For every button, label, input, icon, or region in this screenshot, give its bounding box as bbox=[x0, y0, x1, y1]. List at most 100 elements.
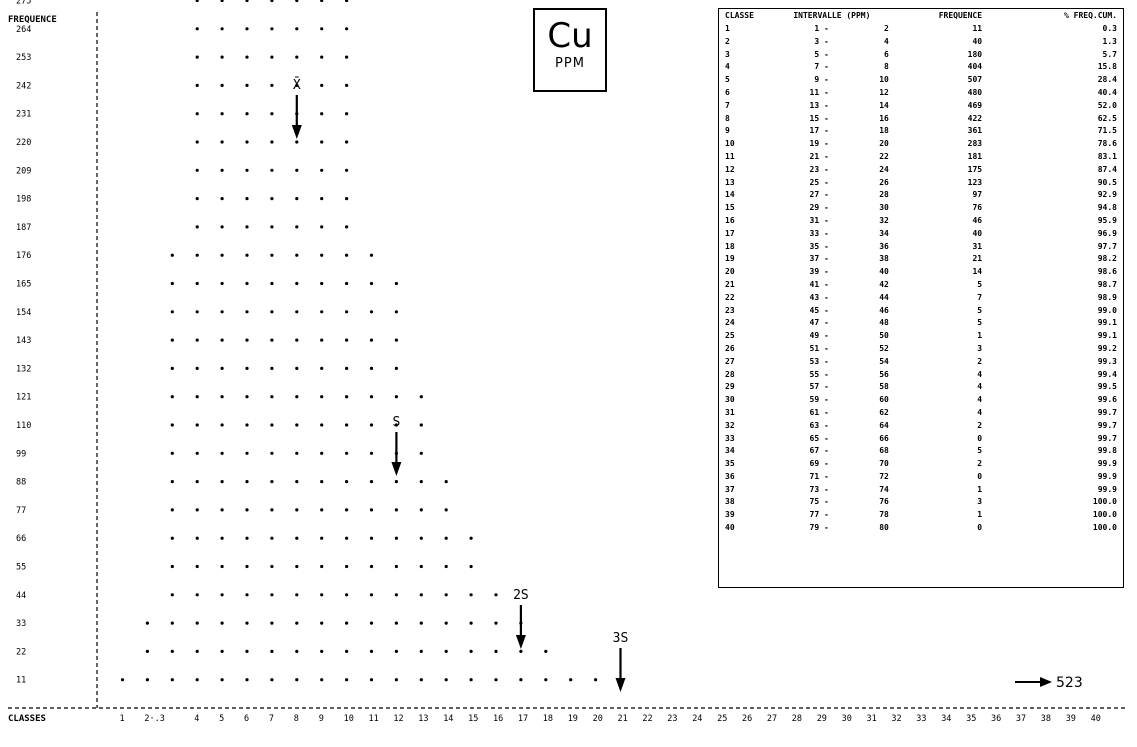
annotation-arrow-head bbox=[615, 678, 626, 692]
table-cell: 4 bbox=[977, 395, 983, 405]
data-dot bbox=[195, 168, 199, 172]
dot-column bbox=[170, 253, 174, 682]
data-dot bbox=[295, 0, 299, 3]
data-dot bbox=[320, 451, 324, 455]
table-cell: 1 - bbox=[814, 24, 829, 33]
table-cell: 25 - bbox=[809, 177, 829, 187]
data-dot bbox=[419, 423, 423, 427]
data-dot bbox=[295, 55, 299, 59]
table-cell bbox=[829, 458, 850, 471]
table-cell: 99.9 bbox=[1097, 471, 1117, 481]
annotation-arrow: S bbox=[391, 415, 402, 476]
data-dot bbox=[320, 83, 324, 87]
data-dot bbox=[245, 225, 249, 229]
data-dot bbox=[345, 593, 349, 597]
table-cell bbox=[829, 381, 850, 394]
table-cell: 100.0 bbox=[1092, 497, 1117, 507]
table-cell: 5 - bbox=[814, 49, 829, 59]
table-cell: 57 - bbox=[809, 382, 829, 392]
y-tick-label: 55 bbox=[16, 563, 26, 573]
data-dot bbox=[345, 649, 349, 654]
y-tick-label: 253 bbox=[16, 53, 31, 63]
data-dot bbox=[394, 508, 398, 512]
table-cell: 97.7 bbox=[1097, 241, 1117, 251]
data-dot bbox=[220, 55, 224, 59]
data-dot bbox=[369, 423, 374, 427]
data-dot bbox=[220, 310, 224, 314]
data-dot bbox=[220, 536, 224, 540]
data-dot bbox=[170, 678, 174, 682]
data-dot bbox=[270, 678, 274, 682]
table-row: 2 3 - 4 40 1.3 bbox=[719, 36, 1123, 49]
y-tick-label: 22 bbox=[16, 647, 26, 657]
table-cell: 62 bbox=[879, 407, 889, 417]
table-cell: 22 bbox=[725, 292, 735, 302]
table-header-row: CLASSE INTERVALLE (PPM) FREQUENCE % FREQ… bbox=[719, 9, 1123, 23]
y-tick-label: 154 bbox=[16, 308, 31, 318]
data-dot bbox=[369, 621, 374, 625]
data-dot bbox=[170, 451, 174, 455]
table-cell: 0.3 bbox=[1102, 24, 1117, 33]
table-cell: 361 bbox=[967, 126, 983, 136]
x-tick-label: 14 bbox=[443, 714, 453, 724]
data-dot bbox=[245, 338, 249, 342]
table-row: 35 69 - 70 2 99.9 bbox=[719, 458, 1123, 471]
table-cell bbox=[829, 394, 850, 407]
table-cell: 74 bbox=[879, 484, 889, 494]
x-tick-label: 12 bbox=[393, 714, 403, 724]
data-dot bbox=[270, 0, 274, 3]
table-cell: 2 bbox=[977, 356, 983, 366]
annotation-arrow: 2S bbox=[513, 588, 529, 649]
table-row: 18 35 - 36 31 97.7 bbox=[719, 241, 1123, 254]
table-cell: 1 bbox=[725, 24, 730, 33]
data-dot bbox=[295, 83, 299, 87]
dot-column bbox=[245, 0, 249, 682]
annotation-label: S bbox=[392, 415, 400, 430]
table-cell: 12 bbox=[879, 87, 889, 97]
data-dot bbox=[245, 112, 249, 116]
table-cell bbox=[829, 36, 850, 49]
table-cell: 4 bbox=[977, 369, 983, 379]
data-dot bbox=[369, 310, 374, 314]
table-row: 24 47 - 48 5 99.1 bbox=[719, 317, 1123, 330]
table-cell bbox=[829, 496, 850, 509]
data-dot bbox=[245, 168, 249, 172]
data-dot bbox=[345, 338, 349, 342]
header-freq-cum: % FREQ.CUM. bbox=[1064, 10, 1117, 20]
data-dot bbox=[145, 621, 149, 625]
data-dot bbox=[245, 593, 249, 597]
data-dot bbox=[419, 395, 423, 399]
data-dot bbox=[345, 168, 349, 172]
data-dot bbox=[220, 253, 224, 257]
table-cell: 38 bbox=[879, 254, 889, 264]
data-dot bbox=[345, 225, 349, 229]
data-dot bbox=[444, 593, 448, 597]
table-cell: 2 bbox=[977, 459, 983, 469]
data-dot bbox=[295, 225, 299, 229]
data-dot bbox=[469, 678, 473, 682]
table-cell: 180 bbox=[967, 49, 983, 59]
data-dot bbox=[519, 649, 523, 654]
table-cell: 0 bbox=[977, 471, 983, 481]
data-dot bbox=[544, 649, 548, 654]
data-dot bbox=[220, 366, 224, 370]
data-dot bbox=[245, 423, 249, 427]
table-row: 36 71 - 72 0 99.9 bbox=[719, 471, 1123, 484]
table-cell: 14 bbox=[725, 190, 735, 200]
data-dot bbox=[345, 55, 349, 59]
table-cell: 46 bbox=[879, 305, 889, 315]
data-dot bbox=[320, 649, 324, 654]
data-dot bbox=[245, 366, 249, 370]
data-dot bbox=[220, 593, 224, 597]
table-cell: 0 bbox=[977, 523, 983, 533]
data-dot bbox=[295, 451, 299, 455]
table-cell: 63 - bbox=[809, 420, 829, 430]
table-cell: 48 bbox=[879, 318, 889, 328]
data-dot bbox=[270, 508, 274, 512]
data-dot bbox=[195, 27, 199, 31]
data-dot bbox=[295, 27, 299, 31]
data-dot bbox=[345, 281, 349, 286]
table-row: 1 1 - 2 11 0.3 bbox=[719, 23, 1123, 36]
table-row: 8 15 - 16 422 62.5 bbox=[719, 113, 1123, 126]
table-cell: 99.8 bbox=[1097, 446, 1117, 456]
